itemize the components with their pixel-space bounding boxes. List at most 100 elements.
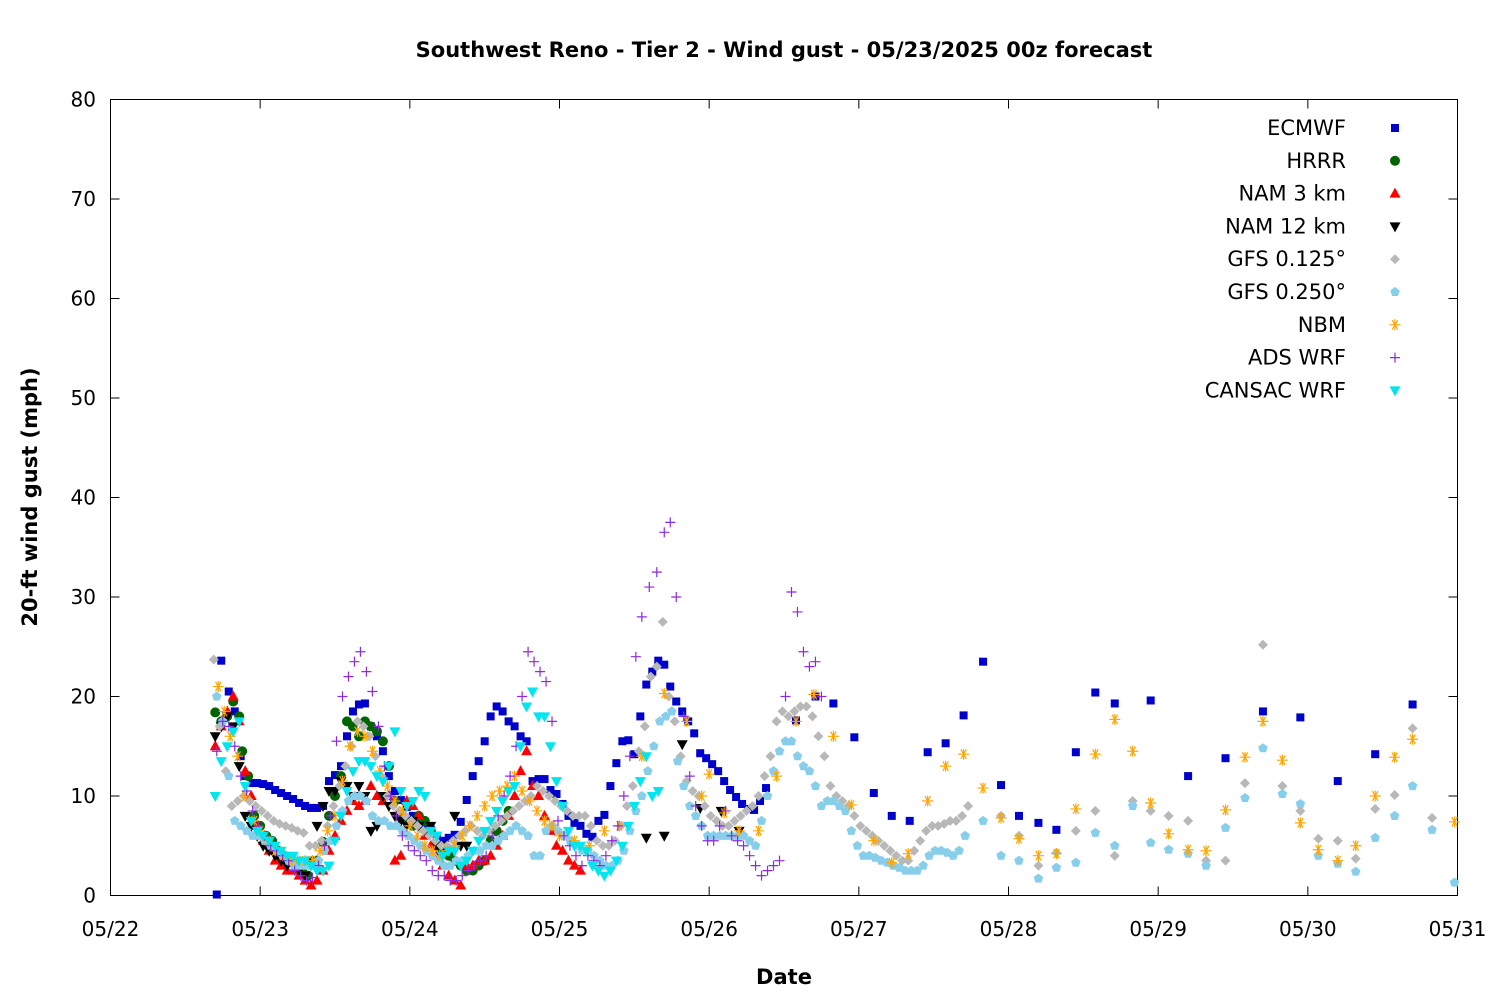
data-point <box>353 782 365 793</box>
data-point <box>461 841 473 852</box>
data-point <box>456 830 468 842</box>
data-point <box>921 825 932 836</box>
legend-marker <box>1389 319 1401 331</box>
legend-label: CANSAC WRF <box>1205 378 1346 402</box>
data-point <box>616 841 628 852</box>
data-point <box>295 798 304 807</box>
data-point <box>517 825 527 835</box>
data-point <box>313 803 322 812</box>
y-tick-label: 30 <box>71 585 96 609</box>
data-point <box>762 784 771 793</box>
data-point <box>1239 778 1250 789</box>
data-point <box>702 754 711 763</box>
legend-label: ECMWF <box>1267 116 1346 140</box>
data-point <box>1257 639 1268 650</box>
legend-label: NAM 3 km <box>1238 182 1346 206</box>
data-point <box>485 849 497 860</box>
data-point <box>1091 688 1100 697</box>
data-point <box>1221 754 1230 763</box>
data-point <box>475 845 485 855</box>
data-point <box>439 870 450 881</box>
data-point <box>230 707 239 716</box>
data-point <box>349 656 360 667</box>
data-point <box>373 721 384 732</box>
data-point <box>753 791 764 801</box>
data-point <box>588 832 597 841</box>
data-point <box>783 711 794 722</box>
data-point <box>265 782 274 791</box>
legend-label: GFS 0.250° <box>1227 280 1346 304</box>
data-point <box>978 815 988 825</box>
data-point <box>1220 804 1232 816</box>
data-point <box>977 782 989 794</box>
data-point <box>777 706 788 717</box>
data-point <box>277 789 286 798</box>
data-point <box>494 785 506 797</box>
data-point <box>485 816 497 827</box>
data-point <box>1449 877 1460 887</box>
legend-marker <box>1390 287 1400 297</box>
data-point <box>223 771 234 781</box>
data-point <box>331 736 342 747</box>
data-point <box>923 748 932 757</box>
legend: ECMWF HRRR NAM 3 km NAM 12 km GFS 0.125° GFS … <box>1205 116 1401 402</box>
data-point <box>444 833 453 842</box>
data-point <box>487 840 497 850</box>
data-point <box>996 850 1006 860</box>
data-point <box>436 840 447 851</box>
data-point <box>295 870 306 881</box>
data-point <box>570 850 581 861</box>
data-point <box>269 841 281 852</box>
data-point <box>415 850 426 861</box>
data-point <box>450 830 459 839</box>
data-point <box>1277 781 1288 792</box>
data-point <box>810 656 821 667</box>
data-point <box>361 795 372 806</box>
data-point <box>756 796 765 805</box>
data-point <box>455 879 467 890</box>
data-point <box>389 811 401 822</box>
data-point <box>573 810 584 821</box>
data-point <box>708 835 719 846</box>
data-point <box>486 790 498 802</box>
data-point <box>681 715 693 727</box>
data-point <box>224 730 236 742</box>
data-point <box>1090 805 1101 816</box>
data-point <box>289 794 298 803</box>
data-point <box>1240 792 1250 803</box>
data-point <box>212 691 222 701</box>
data-point <box>317 866 329 877</box>
data-point <box>409 845 420 856</box>
data-point <box>355 791 366 801</box>
data-point <box>753 825 765 837</box>
data-point <box>658 831 670 842</box>
data-point <box>1051 862 1062 872</box>
data-point <box>591 835 602 846</box>
data-point <box>759 771 770 782</box>
data-point <box>371 790 383 800</box>
data-point <box>257 831 269 842</box>
data-point <box>732 792 741 801</box>
y-tick-label: 60 <box>71 287 96 311</box>
data-point <box>612 759 621 768</box>
data-point <box>630 651 641 662</box>
data-point <box>568 859 580 870</box>
data-point <box>501 780 513 792</box>
data-point <box>493 835 503 845</box>
data-point <box>774 855 785 866</box>
data-point <box>545 742 557 753</box>
data-point <box>389 795 401 807</box>
data-point <box>1070 825 1081 836</box>
data-point <box>534 775 543 784</box>
data-point <box>358 721 369 732</box>
data-point <box>509 790 521 800</box>
data-point <box>1370 803 1381 814</box>
data-point <box>371 726 382 737</box>
data-point <box>726 830 737 841</box>
data-point <box>463 865 474 876</box>
data-point <box>624 736 633 745</box>
data-point <box>756 870 767 881</box>
data-point <box>503 787 515 798</box>
data-point <box>515 765 527 776</box>
data-point <box>385 791 396 801</box>
